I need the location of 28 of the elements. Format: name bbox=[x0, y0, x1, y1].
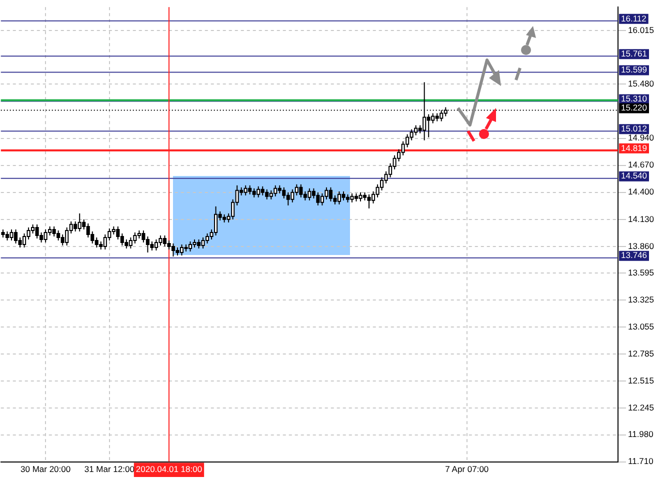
y-tick-label: 13.325 bbox=[628, 294, 654, 304]
y-tick-label: 14.940 bbox=[628, 132, 654, 143]
ref-line-label: 15.012 bbox=[621, 123, 648, 134]
y-tick-label: 11.980 bbox=[628, 429, 654, 440]
x-tick-label: 7 Apr 07:00 bbox=[445, 464, 489, 474]
y-tick-label: 14.670 bbox=[628, 160, 654, 170]
x-tick-label: 2020.04.01 18:00 bbox=[136, 464, 202, 474]
y-tick-label: 13.055 bbox=[628, 321, 654, 332]
y-tick-label: 15.480 bbox=[628, 78, 654, 89]
y-tick-label: 12.245 bbox=[628, 402, 654, 413]
ref-line-label: 16.112 bbox=[621, 13, 647, 24]
ref-line-label: 15.761 bbox=[621, 48, 648, 58]
y-tick-label: 11.710 bbox=[628, 456, 654, 466]
ref-line-label: 15.220 bbox=[621, 102, 648, 113]
x-tick-label: 30 Mar 20:00 bbox=[20, 464, 71, 474]
y-tick-label: 13.860 bbox=[628, 240, 654, 251]
y-tick-label: 12.515 bbox=[628, 376, 654, 386]
y-tick-label: 14.130 bbox=[628, 214, 654, 224]
y-tick-label: 12.785 bbox=[628, 348, 654, 358]
x-tick-label: 31 Mar 12:00 bbox=[84, 464, 135, 474]
ref-line-label: 14.819 bbox=[621, 142, 648, 153]
ref-line-label: 14.540 bbox=[621, 170, 648, 181]
y-tick-label: 16.015 bbox=[628, 24, 654, 35]
ref-line-label: 15.310 bbox=[621, 94, 648, 104]
ref-line-label: 15.599 bbox=[621, 64, 648, 75]
ref-line-label: 13.746 bbox=[621, 250, 648, 260]
y-tick-label: 13.595 bbox=[628, 267, 654, 278]
y-tick-label: 14.400 bbox=[628, 186, 654, 197]
